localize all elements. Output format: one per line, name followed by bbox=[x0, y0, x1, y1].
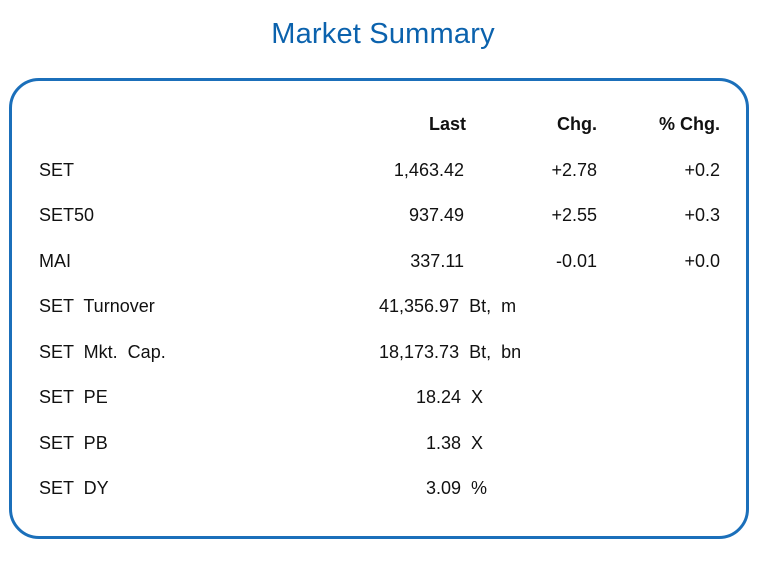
page-title: Market Summary bbox=[271, 18, 495, 50]
table-row-set: SET 1,463.42 +2.78 +0.2 bbox=[12, 160, 752, 190]
stat-row-pe: SET PE 18.24 X bbox=[12, 387, 752, 417]
stat-row-dy: SET DY 3.09 % bbox=[12, 478, 752, 508]
index-name: SET bbox=[39, 160, 75, 180]
stat-value: 18.24 X bbox=[416, 387, 484, 407]
stat-name: SET PE bbox=[39, 387, 108, 407]
stat-value: 3.09 % bbox=[426, 478, 488, 498]
stat-row-pb: SET PB 1.38 X bbox=[12, 433, 752, 463]
table-header-row: Last Chg. % Chg. bbox=[12, 114, 752, 144]
stat-value: 18,173.73 Bt, bn bbox=[379, 342, 522, 362]
table-row-mai: MAI 337.11 -0.01 +0.0 bbox=[12, 251, 752, 281]
index-pct-chg: +0.0 bbox=[684, 251, 720, 271]
table-row-set50: SET50 937.49 +2.55 +0.3 bbox=[12, 205, 752, 235]
index-chg: +2.78 bbox=[551, 160, 597, 180]
stat-name: SET DY bbox=[39, 478, 109, 498]
stat-name: SET Mkt. Cap. bbox=[39, 342, 166, 362]
stat-row-turnover: SET Turnover 41,356.97 Bt, m bbox=[12, 296, 752, 326]
index-chg: -0.01 bbox=[555, 251, 597, 271]
index-name: MAI bbox=[39, 251, 72, 271]
market-summary-panel: Last Chg. % Chg. SET 1,463.42 +2.78 +0.2… bbox=[9, 78, 749, 539]
index-last: 1,463.42 bbox=[393, 160, 464, 180]
stat-value: 41,356.97 Bt, m bbox=[379, 296, 517, 316]
stat-row-mkt-cap: SET Mkt. Cap. 18,173.73 Bt, bn bbox=[12, 342, 752, 372]
index-chg: +2.55 bbox=[551, 205, 597, 225]
index-last: 937.49 bbox=[408, 205, 464, 225]
stat-name: SET PB bbox=[39, 433, 108, 453]
stat-value: 1.38 X bbox=[426, 433, 484, 453]
header-chg: Chg. bbox=[557, 114, 597, 134]
header-last: Last bbox=[428, 114, 466, 134]
index-last: 337.11 bbox=[410, 251, 464, 271]
index-pct-chg: +0.3 bbox=[684, 205, 720, 225]
index-pct-chg: +0.2 bbox=[684, 160, 720, 180]
header-pct-chg: % Chg. bbox=[659, 114, 720, 134]
stat-name: SET Turnover bbox=[39, 296, 155, 316]
index-name: SET50 bbox=[39, 205, 95, 225]
